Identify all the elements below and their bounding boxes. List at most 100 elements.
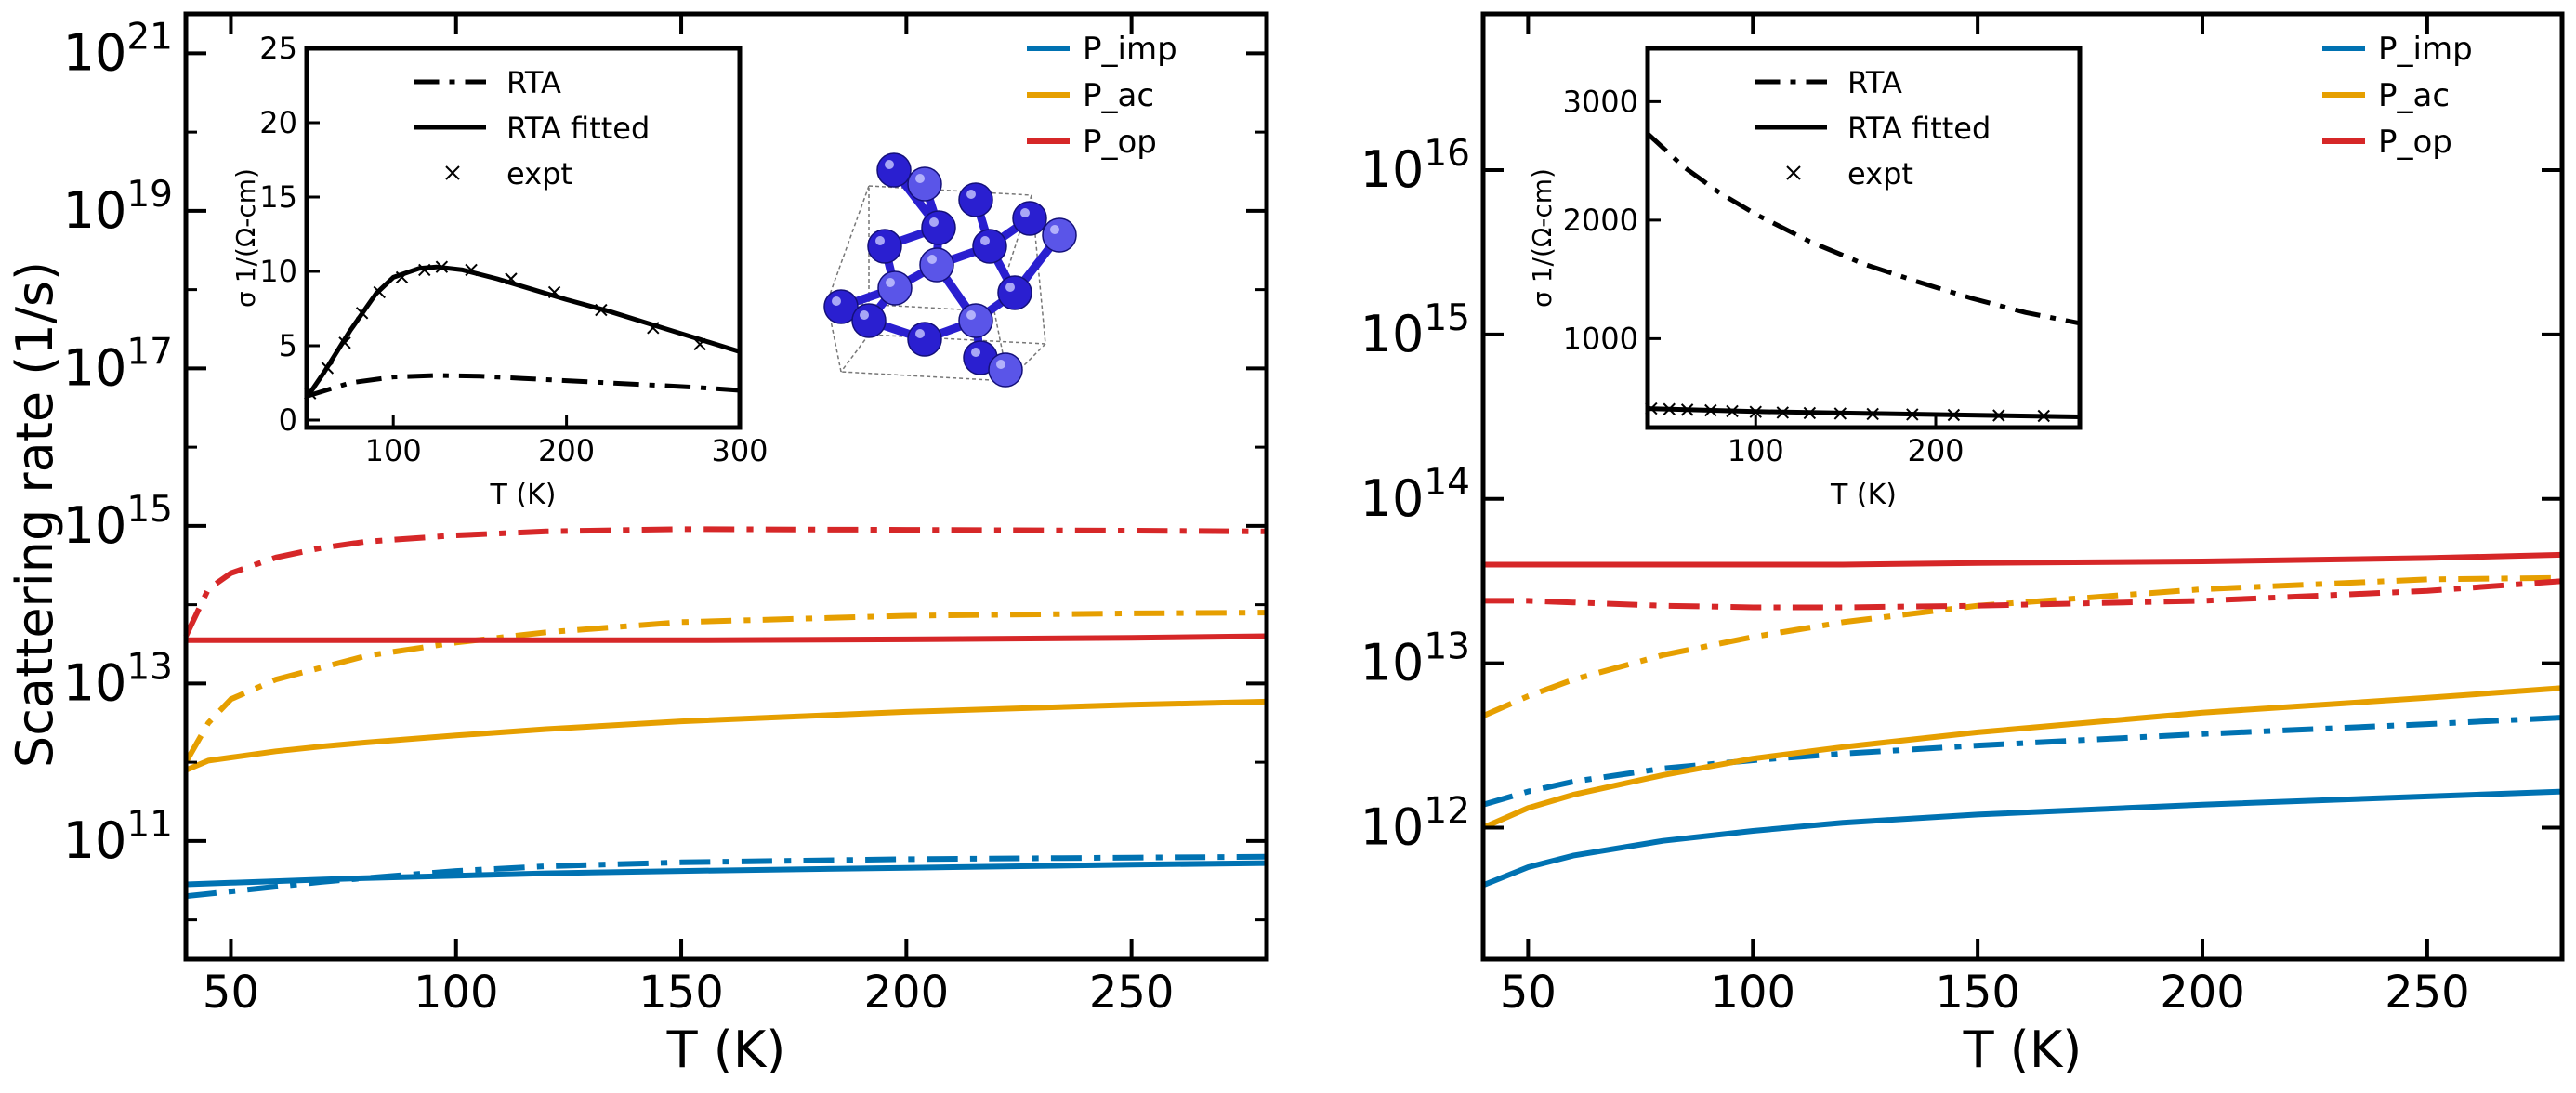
x-tick-label: 100 (1710, 967, 1795, 1019)
expt-marker (1663, 402, 1676, 415)
panel-left: 50 100 150 200 250101110131015101710191021T … (6, 11, 1269, 1079)
atom-highlight (860, 310, 869, 320)
legend-label: P_imp (1083, 31, 1177, 68)
series-line-imp-dashdot (185, 853, 1268, 900)
expt-marker (465, 263, 478, 277)
expt-marker (1803, 406, 1817, 420)
inset-y-axis-label: σ 1/(Ω-cm) (230, 168, 261, 308)
expt-marker (1680, 403, 1694, 416)
atom-highlight (885, 160, 894, 169)
x-tick-label: 250 (2385, 967, 2470, 1019)
x-axis-label: T (K) (666, 1021, 786, 1079)
inset-background (307, 48, 740, 428)
legend-label: P_op (2378, 124, 2452, 161)
inset-legend-label: expt (1847, 156, 1913, 191)
panel-right: 50 100 150 200 250 1012 1013 1014 1015 1016 T (K) P… (1360, 11, 2565, 1079)
y-tick-label: 1021 (63, 16, 173, 82)
inset-series-dashdot (306, 373, 741, 399)
inset-y-tick-label: 20 (259, 105, 297, 140)
expt-marker (1833, 407, 1847, 420)
legend-label: P_imp (2378, 31, 2473, 68)
legend-label: P_op (1083, 124, 1157, 161)
series-line-ac-solid (184, 698, 1268, 773)
atom (907, 322, 942, 357)
expt-marker (435, 260, 449, 273)
plot-frame (1480, 11, 2565, 962)
expt-marker (418, 263, 431, 277)
expt-marker (1866, 407, 1879, 421)
atom-highlight (966, 190, 976, 199)
atom (997, 275, 1032, 310)
atom (958, 182, 993, 217)
series-line-imp-dashdot (1482, 715, 2563, 808)
expt-marker (595, 303, 608, 317)
inset-x-axis-label: T (K) (490, 479, 557, 511)
expt-marker (338, 336, 351, 349)
expt-marker (355, 307, 369, 320)
inset-right-inset: 100 200 1000 2000 3000 T (K) σ 1/(Ω-cm) RTA RTA … (1527, 46, 2083, 511)
series-line-op-dashdot (1483, 578, 2563, 611)
inset-legend-label: expt (506, 156, 572, 191)
atom-highlight (980, 236, 990, 245)
inset-y-tick-label: 3000 (1563, 84, 1638, 119)
y-tick-label: 1014 (1360, 462, 1470, 528)
atom (851, 303, 887, 338)
series-line-ac-dashdot (183, 610, 1268, 764)
expt-marker (693, 337, 706, 351)
atom (958, 303, 993, 338)
inset-legend-label: RTA fitted (506, 111, 650, 146)
inset-y-tick-label: 5 (279, 328, 297, 363)
unit-cell-edge (868, 185, 1032, 196)
inset-y-tick-label: 15 (259, 179, 297, 215)
atom (877, 270, 913, 306)
atom (907, 166, 942, 202)
y-tick-label: 1019 (63, 174, 173, 240)
y-tick-label: 1016 (1360, 133, 1470, 199)
atom (988, 352, 1023, 388)
x-tick-label: 200 (864, 967, 950, 1019)
atom (919, 247, 954, 283)
inset-legend-label: RTA (506, 65, 561, 100)
y-tick-label: 1015 (63, 489, 173, 555)
inset-y-tick-label: 25 (259, 31, 297, 66)
expt-marker (373, 285, 386, 299)
series-line-ac-dashdot (1481, 574, 2563, 718)
inset-series-solid (304, 264, 741, 400)
expt-marker (1992, 409, 2005, 422)
inset-x-tick-label: 200 (1907, 433, 1964, 468)
crystal-structure-illustration (823, 152, 1077, 388)
inset-y-tick-label: 10 (259, 254, 297, 289)
series-line-op-solid (186, 633, 1268, 643)
unit-cell-edge (840, 334, 870, 373)
y-axis-label: Scattering rate (1/s) (6, 261, 64, 768)
expt-marker (547, 285, 561, 299)
inset-y-tick-label: 2000 (1563, 203, 1638, 238)
atom (876, 152, 912, 188)
expt-marker (647, 322, 660, 335)
expt-marker (1704, 403, 1717, 417)
inset-y-tick-label: 0 (279, 402, 297, 438)
series-line-imp-solid (1481, 788, 2563, 889)
x-tick-label: 100 (414, 967, 499, 1019)
expt-marker (1726, 404, 1739, 418)
atom (1012, 201, 1047, 236)
atom-highlight (915, 174, 925, 183)
expt-marker (395, 270, 409, 284)
y-tick-label: 1012 (1360, 791, 1470, 857)
atom-highlight (1005, 283, 1015, 292)
inset-x-axis-label: T (K) (1830, 479, 1897, 511)
atom-highlight (929, 217, 939, 227)
inset-frame (1645, 46, 2083, 430)
atom-highlight (832, 296, 841, 306)
inset-legend-label: RTA (1847, 65, 1902, 100)
series-line-op-dashdot (183, 526, 1268, 638)
atom (867, 229, 902, 264)
atom-highlight (966, 310, 976, 320)
inset-legend-marker (445, 165, 460, 180)
inset-x-tick-label: 300 (711, 433, 768, 468)
x-tick-label: 150 (1935, 967, 2020, 1019)
unit-cell-edge (840, 371, 1009, 382)
inset-series-solid (1647, 406, 2081, 419)
